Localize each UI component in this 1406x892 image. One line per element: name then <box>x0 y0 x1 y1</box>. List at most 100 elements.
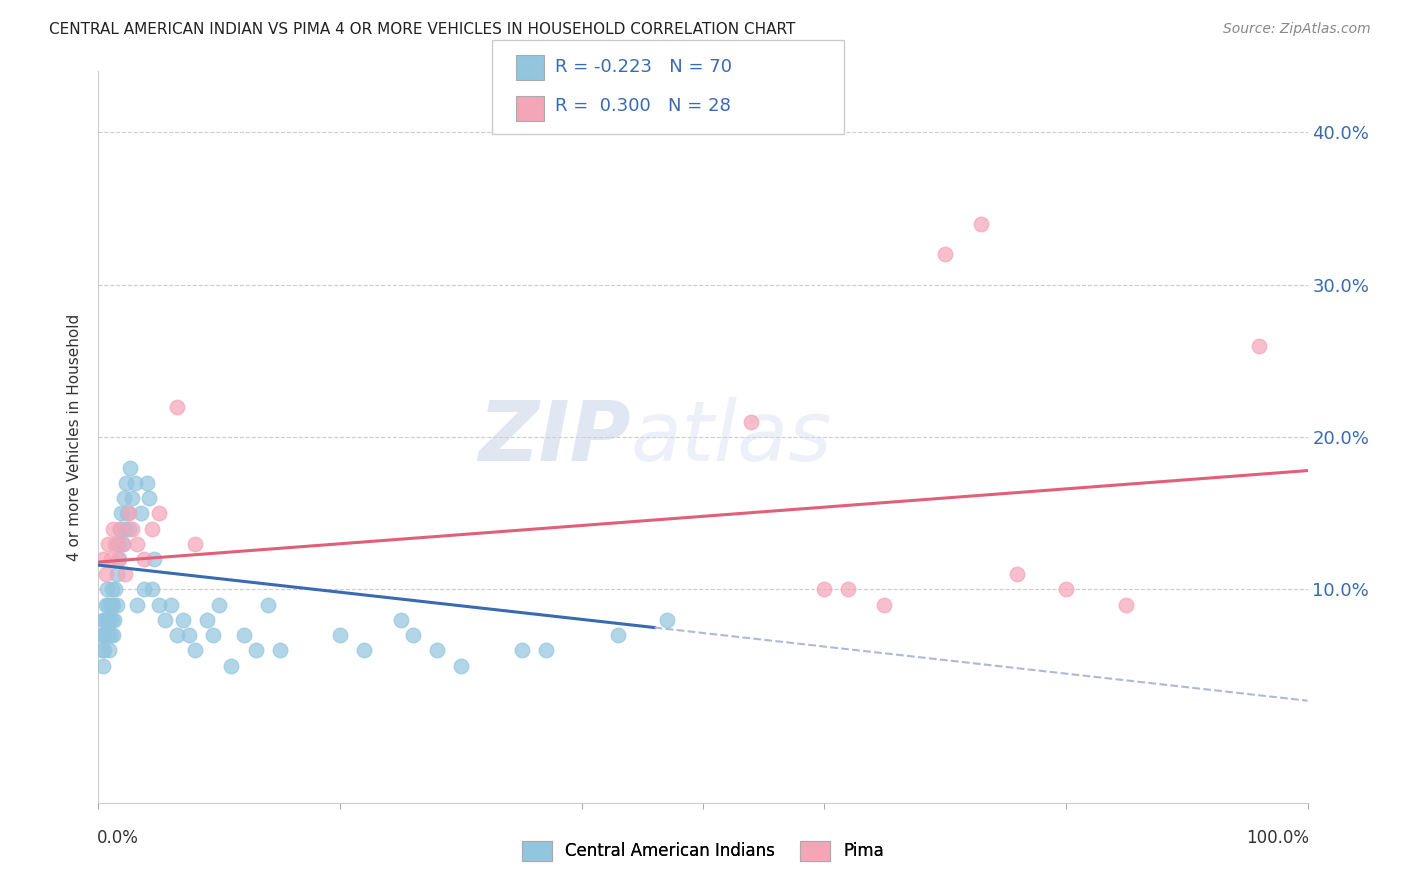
Point <box>100 613 122 627</box>
Text: 100.0%: 100.0% <box>1246 829 1309 847</box>
Text: CENTRAL AMERICAN INDIAN VS PIMA 4 OR MORE VEHICLES IN HOUSEHOLD CORRELATION CHAR: CENTRAL AMERICAN INDIAN VS PIMA 4 OR MOR… <box>49 22 796 37</box>
Point <box>94 628 117 642</box>
Point <box>1054 582 1077 597</box>
Point <box>98 643 121 657</box>
Point <box>108 521 131 535</box>
Point <box>94 598 117 612</box>
Point <box>510 643 533 657</box>
Point <box>91 613 114 627</box>
Point <box>127 537 149 551</box>
Point <box>1115 598 1137 612</box>
Point <box>112 491 135 505</box>
Point <box>101 628 124 642</box>
Point <box>121 521 143 535</box>
Point <box>118 506 141 520</box>
Point <box>232 628 254 642</box>
Point <box>100 598 122 612</box>
Point <box>256 598 278 612</box>
Point <box>111 537 134 551</box>
Point <box>134 582 156 597</box>
Point <box>91 658 114 673</box>
Text: 0.0%: 0.0% <box>97 829 139 847</box>
Point <box>104 582 127 597</box>
Point <box>153 613 176 627</box>
Point <box>970 217 993 231</box>
Point <box>104 537 127 551</box>
Point <box>93 628 115 642</box>
Point <box>107 552 129 566</box>
Point <box>195 613 218 627</box>
Point <box>221 658 243 673</box>
Point <box>93 613 115 627</box>
Point <box>97 598 120 612</box>
Point <box>450 658 472 673</box>
Point <box>160 598 183 612</box>
Point <box>91 643 114 657</box>
Text: atlas: atlas <box>630 397 832 477</box>
Point <box>389 613 412 627</box>
Point <box>100 552 122 566</box>
Point <box>94 567 117 582</box>
Point <box>740 415 762 429</box>
Point <box>166 400 188 414</box>
Point <box>534 643 557 657</box>
Point <box>402 628 425 642</box>
Text: R =  0.300   N = 28: R = 0.300 N = 28 <box>555 97 731 115</box>
Point <box>1007 567 1029 582</box>
Point <box>105 567 128 582</box>
Point <box>148 506 170 520</box>
Text: R = -0.223   N = 70: R = -0.223 N = 70 <box>555 59 733 77</box>
Point <box>97 537 120 551</box>
Point <box>269 643 291 657</box>
Point <box>202 628 225 642</box>
Point <box>90 628 112 642</box>
Point <box>1249 338 1271 352</box>
Point <box>143 552 166 566</box>
Point <box>97 628 120 642</box>
Point <box>329 628 352 642</box>
Point <box>98 613 121 627</box>
Point <box>96 582 118 597</box>
Point <box>115 475 138 490</box>
Point <box>100 582 122 597</box>
Point <box>426 643 449 657</box>
Point <box>135 475 157 490</box>
Point <box>108 552 131 566</box>
Point <box>607 628 630 642</box>
Point <box>121 491 143 505</box>
Point <box>141 582 163 597</box>
Point <box>110 506 132 520</box>
Text: Source: ZipAtlas.com: Source: ZipAtlas.com <box>1223 22 1371 37</box>
Point <box>101 521 124 535</box>
Point <box>129 506 152 520</box>
Point <box>837 582 859 597</box>
Point <box>166 628 188 642</box>
Point <box>108 521 131 535</box>
Point <box>134 552 156 566</box>
Point <box>91 552 114 566</box>
Point <box>353 643 375 657</box>
Point <box>127 598 149 612</box>
Point <box>118 521 141 535</box>
Point <box>93 643 115 657</box>
Point <box>114 567 136 582</box>
Point <box>179 628 201 642</box>
Point <box>934 247 956 261</box>
Point <box>114 521 136 535</box>
Point <box>184 643 207 657</box>
Point <box>141 521 163 535</box>
Y-axis label: 4 or more Vehicles in Household: 4 or more Vehicles in Household <box>67 313 83 561</box>
Point <box>813 582 835 597</box>
Point <box>100 628 122 642</box>
Point <box>124 475 146 490</box>
Point <box>111 537 134 551</box>
Point <box>873 598 896 612</box>
Point <box>184 537 207 551</box>
Point <box>245 643 267 657</box>
Point <box>117 506 139 520</box>
Point <box>105 598 128 612</box>
Point <box>118 460 141 475</box>
Point <box>107 537 129 551</box>
Legend: Central American Indians, Pima: Central American Indians, Pima <box>515 834 891 868</box>
Point <box>172 613 194 627</box>
